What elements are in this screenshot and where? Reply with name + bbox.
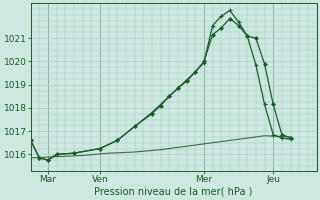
X-axis label: Pression niveau de la mer( hPa ): Pression niveau de la mer( hPa ) [94,187,253,197]
